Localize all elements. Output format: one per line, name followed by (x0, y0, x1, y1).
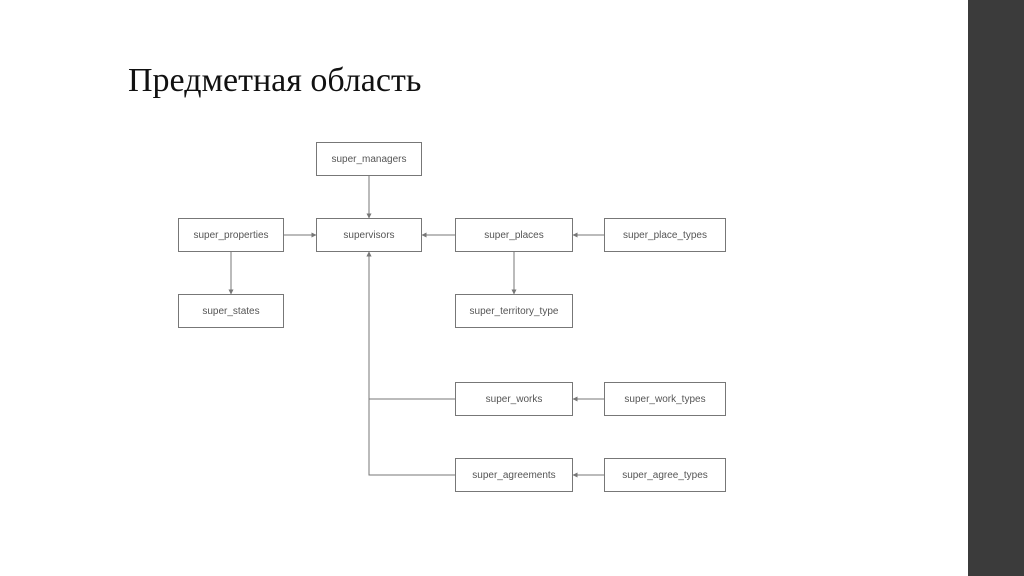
node-super_properties: super_properties (178, 218, 284, 252)
node-super_places: super_places (455, 218, 573, 252)
node-super_place_types: super_place_types (604, 218, 726, 252)
node-super_work_types: super_work_types (604, 382, 726, 416)
edge-super_agreements-to-supervisors (369, 252, 455, 475)
page-container: Предметная область super_managerssuper_p… (0, 0, 1024, 576)
node-super_states: super_states (178, 294, 284, 328)
diagram-area: super_managers super_properties supervisor… (0, 0, 1024, 576)
node-super_managers: super_managers (316, 142, 422, 176)
node-super_agree_types: super_agree_types (604, 458, 726, 492)
edge-super_works-to-supervisors (369, 252, 455, 399)
node-super_territory_type: super_territory_type (455, 294, 573, 328)
node-super_works: super_works (455, 382, 573, 416)
node-supervisors: supervisors (316, 218, 422, 252)
node-super_agreements: super_agreements (455, 458, 573, 492)
